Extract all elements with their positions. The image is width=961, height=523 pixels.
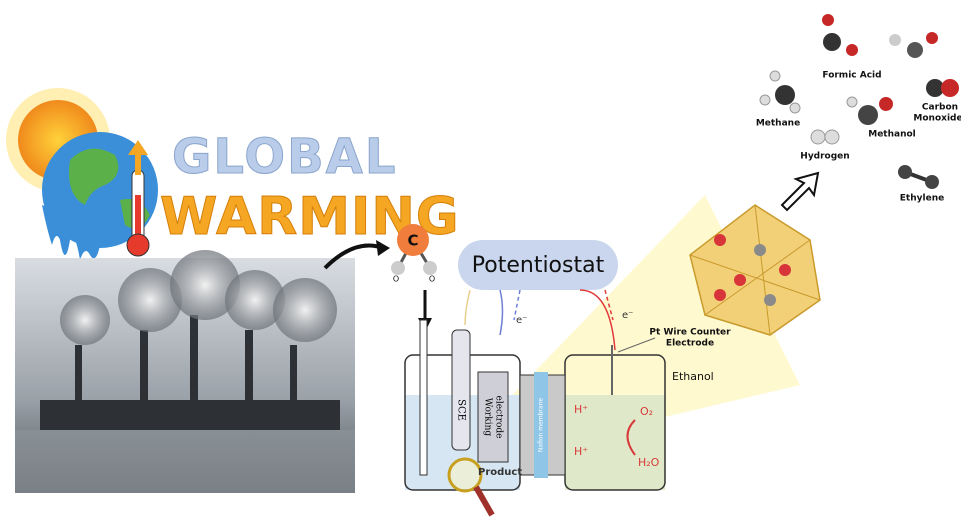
atom <box>907 42 923 58</box>
smoke-puff <box>273 278 337 342</box>
atom <box>754 244 766 256</box>
atom <box>825 130 839 144</box>
electron-label: e⁻ <box>516 315 527 326</box>
oxygen-product: O₂ <box>640 405 653 418</box>
carbon-label: C <box>407 232 418 250</box>
atom <box>941 79 959 97</box>
atom <box>714 289 726 301</box>
working-label: Working <box>483 398 493 436</box>
molecule-label: Monoxide <box>913 114 961 124</box>
oxygen-atom <box>391 261 405 275</box>
reference-electrode <box>452 330 470 450</box>
atom <box>770 71 780 81</box>
factory-image <box>15 250 355 493</box>
title-line1: GLOBAL <box>172 129 397 185</box>
counter-label: Electrode <box>666 339 714 349</box>
atom <box>823 33 841 51</box>
electron-label: e⁻ <box>622 310 633 321</box>
atom <box>925 175 939 189</box>
factory-water <box>15 430 355 493</box>
atom <box>898 165 912 179</box>
smoke-puff <box>60 295 110 345</box>
atom <box>734 274 746 286</box>
wire <box>500 290 503 335</box>
atom <box>790 103 800 113</box>
oxygen-label: O <box>393 275 399 284</box>
molecule-label: Methanol <box>868 130 916 140</box>
oxygen-label: O <box>429 275 435 284</box>
oxygen-atom <box>423 261 437 275</box>
atom <box>858 105 878 125</box>
molecule-label: Ethylene <box>900 194 944 204</box>
co2-inlet <box>420 320 427 475</box>
electrolyte-label: Ethanol <box>672 370 714 383</box>
molecule-label: Carbon <box>922 103 958 113</box>
wire <box>465 290 470 325</box>
atom <box>760 95 770 105</box>
atom <box>822 14 834 26</box>
potentiostat-label: Potentiostat <box>472 253 605 278</box>
atom <box>714 234 726 246</box>
atom <box>889 34 901 46</box>
molecules: Formic Acid Methane Hydrogen Methanol Ca… <box>756 14 961 204</box>
molecule-label: Formic Acid <box>822 71 881 81</box>
molecule-label: Hydrogen <box>800 152 849 162</box>
product-label: Product <box>478 467 522 478</box>
atom <box>926 32 938 44</box>
atom <box>846 44 858 56</box>
thermometer-bulb <box>127 234 149 256</box>
diagram: GLOBAL WARMING C O O <box>0 0 961 523</box>
atom <box>847 97 857 107</box>
reference-label: SCE <box>456 399 467 421</box>
factory-buildings <box>40 400 340 430</box>
molecule-label: Methane <box>756 119 800 129</box>
magnifier <box>449 459 481 491</box>
ion-label: H⁺ <box>574 403 588 416</box>
magnifier-handle <box>476 487 492 515</box>
atom <box>775 85 795 105</box>
counter-label: Pt Wire Counter <box>649 328 731 338</box>
atom <box>779 264 791 276</box>
ion-label: H⁺ <box>574 445 588 458</box>
atom <box>811 130 825 144</box>
page: CO2 electroreduction diagram {"title": {… <box>0 0 961 523</box>
atom <box>879 97 893 111</box>
body: GLOBAL WARMING C O O <box>0 0 961 523</box>
working-label: electrode <box>494 396 504 439</box>
thermometer-mercury <box>135 195 141 240</box>
water-product: H₂O <box>638 456 660 469</box>
outline-arrow <box>782 173 818 210</box>
membrane-label: Nafion membrane <box>538 398 545 452</box>
atom <box>764 294 776 306</box>
